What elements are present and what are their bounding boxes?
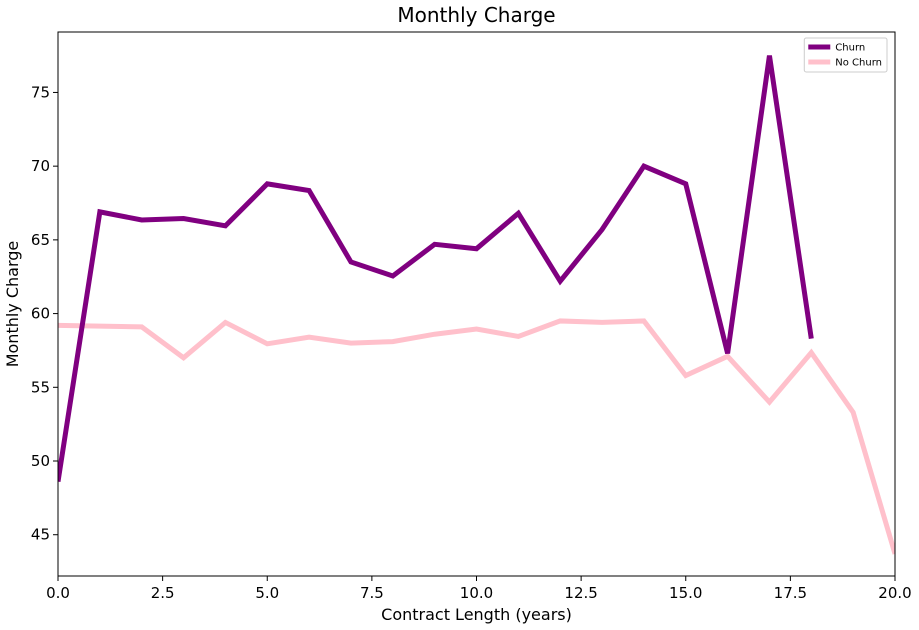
x-tick-label: 5.0	[255, 584, 279, 602]
series-line-no-churn	[58, 318, 895, 555]
y-tick-label: 60	[31, 305, 50, 323]
x-tick-label: 2.5	[151, 584, 175, 602]
series-line-churn	[58, 55, 814, 483]
y-tick-label: 75	[31, 83, 50, 101]
chart-title: Monthly Charge	[397, 3, 555, 27]
legend-label-no-churn: No Churn	[835, 58, 882, 69]
series-lines	[58, 55, 895, 555]
x-tick-label: 12.5	[564, 584, 597, 602]
x-axis-title: Contract Length (years)	[381, 605, 572, 624]
x-tick-label: 20.0	[878, 584, 911, 602]
y-axis-title: Monthly Charge	[3, 241, 22, 368]
y-tick-label: 55	[31, 378, 50, 396]
axes: 0.0 2.5 5.0 7.5 10.0 12.5 15.0 17.5 20.0 45 50 55 60…	[31, 31, 912, 602]
y-tick-label: 65	[31, 231, 50, 249]
y-tick-label: 70	[31, 157, 50, 175]
x-tick-label: 10.0	[460, 584, 493, 602]
x-tick-label: 15.0	[669, 584, 702, 602]
plot-area	[58, 55, 895, 555]
legend: Churn No Churn	[803, 37, 888, 73]
y-tick-label: 50	[31, 452, 50, 470]
x-tick-label: 7.5	[360, 584, 384, 602]
legend-label-churn: Churn	[835, 43, 865, 54]
x-tick-label: 17.5	[774, 584, 807, 602]
y-tick-label: 45	[31, 526, 50, 544]
x-tick-label: 0.0	[46, 584, 70, 602]
